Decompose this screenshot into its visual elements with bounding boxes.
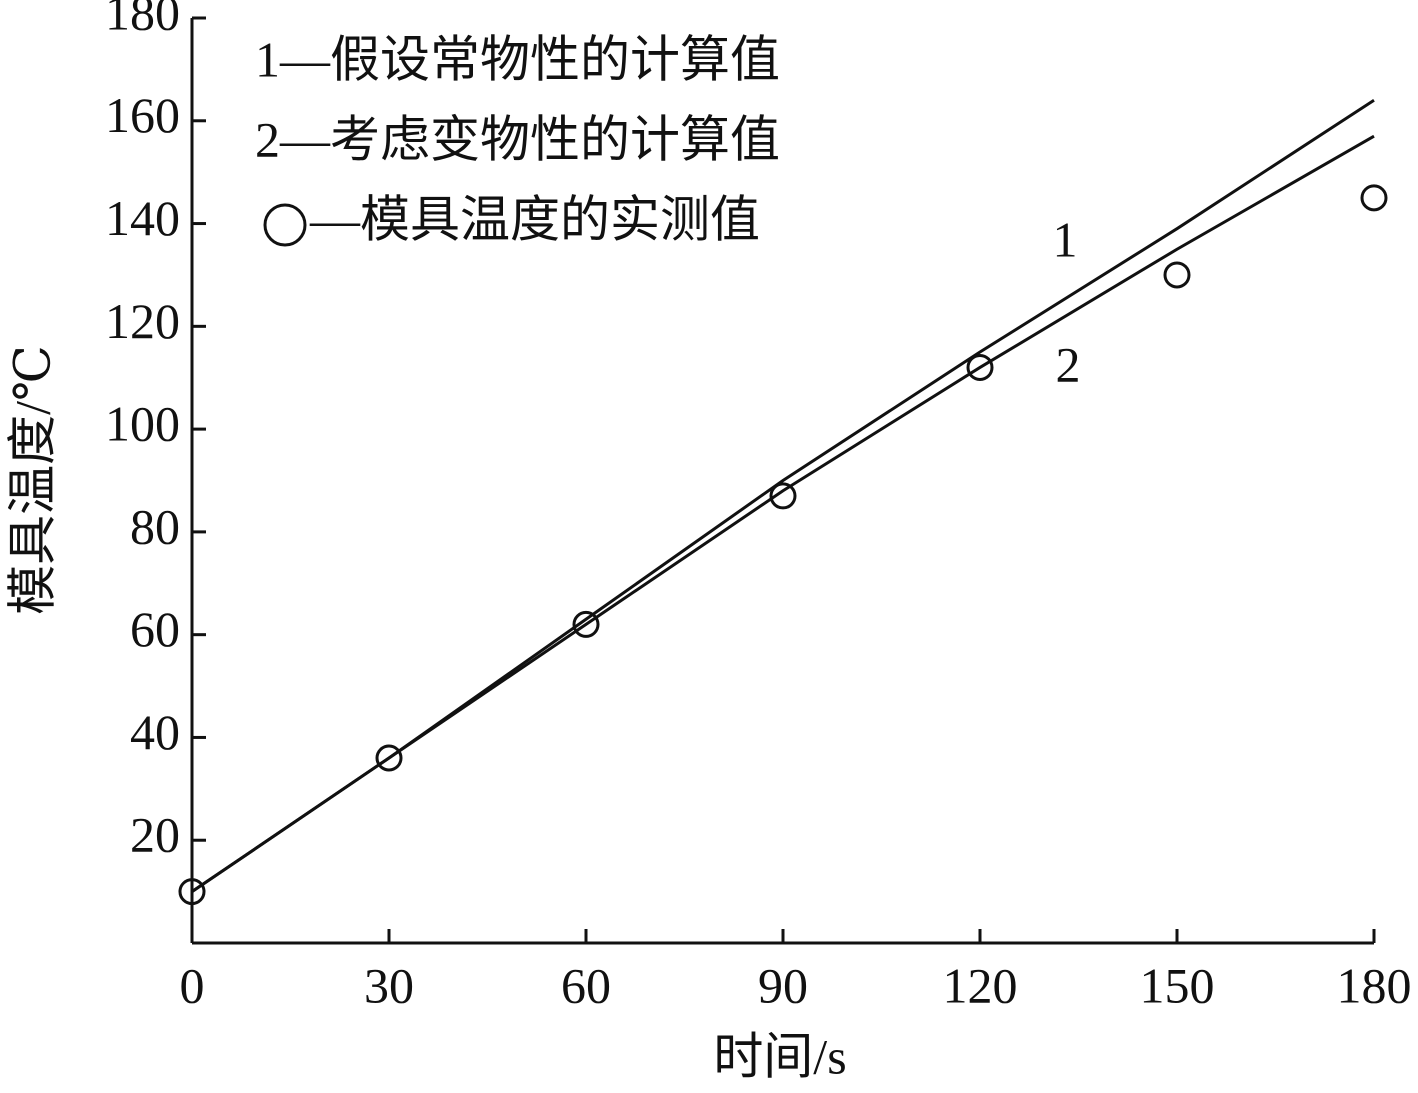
y-tick-label: 160 [105, 87, 180, 143]
point [769, 482, 797, 510]
y-tick-label: 40 [130, 704, 180, 760]
y-axis-title: 模具温度/℃ [4, 345, 60, 615]
x-axis-title: 时间/s [713, 1028, 846, 1084]
point [572, 610, 600, 638]
y-tick-label: 80 [130, 498, 180, 554]
y-tick-label: 20 [130, 807, 180, 863]
point [178, 878, 206, 906]
legend-label: 2—考虑变物性的计算值 [255, 111, 780, 167]
y-tick-label: 180 [105, 0, 180, 40]
x-tick-label: 90 [758, 957, 808, 1013]
legend-label: —模具温度的实测值 [309, 191, 760, 247]
x-tick-label: 150 [1140, 957, 1215, 1013]
line [191, 134, 1375, 893]
y-tick-label: 120 [105, 293, 180, 349]
x-tick-label: 0 [180, 957, 205, 1013]
x-tick-label: 120 [943, 957, 1018, 1013]
legend-marker [263, 203, 307, 247]
y-tick-label: 60 [130, 601, 180, 657]
curve-label: 1 [1053, 211, 1078, 267]
point [1163, 261, 1191, 289]
point [375, 744, 403, 772]
x-tick-label: 60 [561, 957, 611, 1013]
legend-label: 1—假设常物性的计算值 [255, 31, 780, 87]
y-tick-label: 100 [105, 396, 180, 452]
point [1360, 184, 1388, 212]
y-tick-label: 140 [105, 190, 180, 246]
point [966, 353, 994, 381]
x-tick-label: 30 [364, 957, 414, 1013]
x-tick-label: 180 [1337, 957, 1412, 1013]
curve-label: 2 [1056, 336, 1081, 392]
